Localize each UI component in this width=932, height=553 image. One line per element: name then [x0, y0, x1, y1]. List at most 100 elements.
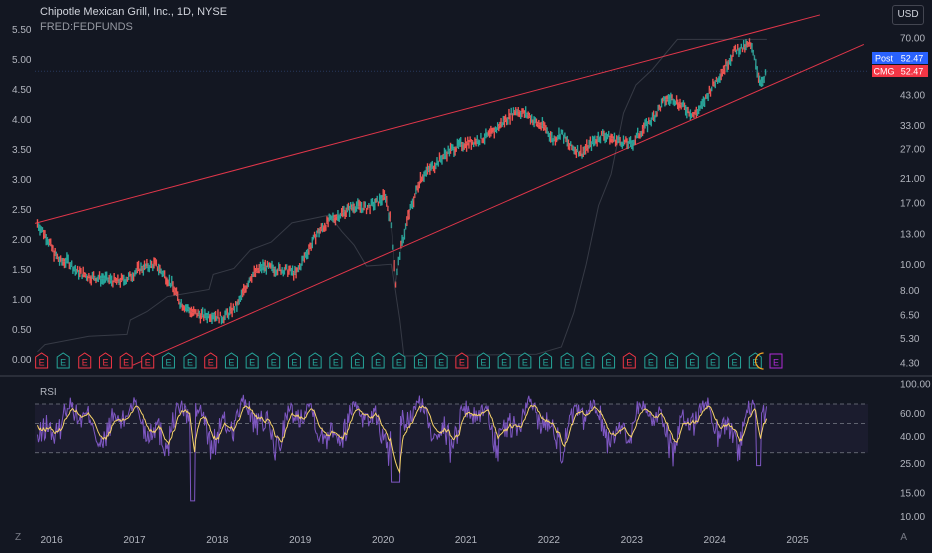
- earnings-marker: [308, 352, 322, 369]
- earnings-marker-label: E: [249, 358, 255, 368]
- right-axis-tick: 13.00: [900, 230, 925, 241]
- rsi-label: RSI: [40, 387, 57, 398]
- earnings-marker: [413, 352, 427, 369]
- earnings-marker-label: E: [187, 358, 193, 368]
- earnings-marker: [706, 352, 720, 369]
- price-badge-value: 52.47: [901, 54, 924, 64]
- right-axis-tick: 8.00: [900, 286, 920, 297]
- rsi-axis-tick: 25.00: [900, 459, 925, 470]
- earnings-marker: [161, 352, 175, 369]
- earnings-marker: [287, 352, 301, 369]
- earnings-marker: [183, 352, 197, 369]
- price-badge-label-bg: [872, 65, 896, 77]
- right-axis-tick: 6.50: [900, 310, 920, 321]
- earnings-marker-label: E: [459, 358, 465, 368]
- earnings-marker: [665, 352, 679, 369]
- rsi-axis-tick: 60.00: [900, 409, 925, 420]
- session-marker: [755, 352, 764, 370]
- currency-button[interactable]: USD: [892, 5, 924, 25]
- earnings-marker-label: E: [732, 358, 738, 368]
- x-axis-tick: 2019: [289, 535, 312, 546]
- left-axis-tick: 3.00: [12, 175, 32, 186]
- left-axis-tick: 5.00: [12, 55, 32, 66]
- earnings-marker: [78, 352, 92, 369]
- left-axis-tick: 1.50: [12, 265, 32, 276]
- rsi-line: [36, 394, 768, 502]
- earnings-marker: [371, 352, 385, 369]
- left-axis-tick: 3.50: [12, 145, 32, 156]
- right-axis-tick: 70.00: [900, 34, 925, 45]
- earnings-marker-label: E: [145, 358, 151, 368]
- left-axis-tick: 2.50: [12, 205, 32, 216]
- earnings-marker-label: E: [773, 358, 779, 368]
- earnings-marker: [518, 352, 532, 369]
- earnings-marker: [455, 352, 469, 369]
- earnings-marker-label: E: [333, 358, 339, 368]
- earnings-marker-label: E: [165, 358, 171, 368]
- earnings-marker: [581, 352, 595, 369]
- earnings-marker-label: E: [375, 358, 381, 368]
- earnings-marker: [141, 352, 155, 369]
- earnings-marker: [560, 352, 574, 369]
- earnings-marker-label: E: [606, 358, 612, 368]
- earnings-marker: [622, 352, 636, 369]
- earnings-marker: [497, 352, 511, 369]
- earnings-marker-label: E: [438, 358, 444, 368]
- right-axis-tick: 27.00: [900, 144, 925, 155]
- x-axis-tick: 2022: [538, 535, 561, 546]
- earnings-marker-label: E: [648, 358, 654, 368]
- left-axis-tick: 5.50: [12, 25, 32, 36]
- earnings-marker-label: E: [396, 358, 402, 368]
- rsi-axis-tick: 15.00: [900, 489, 925, 500]
- earnings-marker: [644, 352, 658, 369]
- earnings-marker-label: E: [82, 358, 88, 368]
- earnings-marker-label: E: [585, 358, 591, 368]
- earnings-marker-label: E: [228, 358, 234, 368]
- earnings-marker-label: E: [501, 358, 507, 368]
- earnings-marker-label: E: [710, 358, 716, 368]
- trendline-lower: [132, 43, 865, 366]
- earnings-marker-label: E: [208, 358, 214, 368]
- rsi-smoothing-line: [37, 404, 768, 475]
- price-badge-label: CMG: [874, 67, 895, 77]
- left-axis-tick: 1.00: [12, 295, 32, 306]
- price-badge-value-bg: [896, 65, 928, 77]
- price-series-line: [37, 44, 768, 319]
- right-axis-tick: 43.00: [900, 90, 925, 101]
- x-axis-tick: 2018: [206, 535, 229, 546]
- earnings-marker-label: E: [291, 358, 297, 368]
- earnings-marker-label: E: [564, 358, 570, 368]
- x-axis-tick: 2025: [786, 535, 809, 546]
- earnings-marker-label: E: [543, 358, 549, 368]
- earnings-marker: [392, 352, 406, 369]
- right-axis-tick: 21.00: [900, 174, 925, 185]
- left-axis-tick: 4.50: [12, 85, 32, 96]
- earnings-marker-label: E: [39, 358, 45, 368]
- earnings-marker: [728, 352, 742, 369]
- right-axis-tick: 17.00: [900, 198, 925, 209]
- left-axis-tick: 2.00: [12, 235, 32, 246]
- earnings-marker: [539, 352, 553, 369]
- price-badge-label-bg: [872, 52, 896, 64]
- earnings-marker: [119, 352, 133, 369]
- earnings-marker-label: E: [522, 358, 528, 368]
- x-axis-tick: 2021: [455, 535, 478, 546]
- earnings-marker-label: E: [480, 358, 486, 368]
- earnings-marker-label: E: [123, 358, 129, 368]
- overlay-symbol-label: FRED:FEDFUNDS: [40, 21, 133, 33]
- x-axis-tick: 2023: [621, 535, 644, 546]
- earnings-marker: [56, 352, 70, 369]
- earnings-marker-label: E: [669, 358, 675, 368]
- right-axis-tick: 10.00: [900, 260, 925, 271]
- auto-scale-left-button[interactable]: Z: [15, 532, 22, 543]
- earnings-marker: [245, 352, 259, 369]
- earnings-marker: [35, 352, 49, 369]
- right-axis-tick: 4.30: [900, 358, 920, 369]
- left-axis-tick: 0.50: [12, 325, 32, 336]
- x-axis-tick: 2016: [40, 535, 63, 546]
- rsi-axis-tick: 10.00: [900, 512, 925, 523]
- auto-scale-right-button[interactable]: A: [900, 532, 907, 543]
- fedfunds-series-line: [37, 38, 767, 357]
